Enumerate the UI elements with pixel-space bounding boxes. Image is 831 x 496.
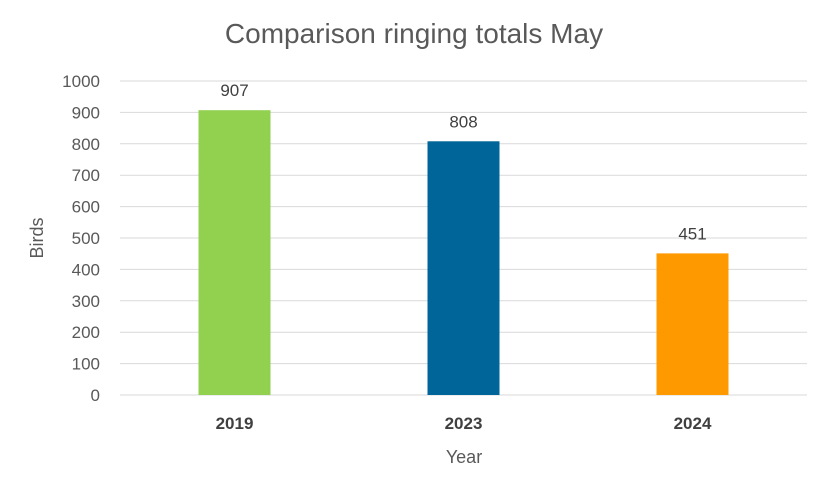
x-category-label: 2024 bbox=[674, 414, 712, 433]
data-labels: 907 808 451 bbox=[220, 81, 706, 243]
y-axis-title: Birds bbox=[27, 217, 47, 258]
y-tick-label: 0 bbox=[91, 386, 100, 405]
y-tick-label: 300 bbox=[72, 292, 100, 311]
bar-2023 bbox=[427, 141, 500, 395]
y-tick-label: 900 bbox=[72, 103, 100, 122]
bar-2024 bbox=[656, 253, 729, 395]
y-tick-label: 1000 bbox=[62, 72, 100, 91]
chart-title: Comparison ringing totals May bbox=[225, 18, 603, 49]
y-tick-label: 200 bbox=[72, 323, 100, 342]
y-tick-label: 800 bbox=[72, 135, 100, 154]
data-label: 907 bbox=[220, 81, 248, 100]
y-tick-label: 100 bbox=[72, 355, 100, 374]
x-category-label: 2019 bbox=[216, 414, 254, 433]
bar-2019 bbox=[198, 110, 271, 396]
y-tick-label: 400 bbox=[72, 260, 100, 279]
x-axis-categories: 2019 2023 2024 bbox=[216, 414, 712, 433]
data-label: 808 bbox=[449, 112, 477, 131]
y-axis-ticks: 0 100 200 300 400 500 600 700 800 900 1000 bbox=[62, 72, 100, 405]
y-tick-label: 500 bbox=[72, 229, 100, 248]
y-tick-label: 600 bbox=[72, 198, 100, 217]
bars bbox=[198, 110, 729, 396]
x-category-label: 2023 bbox=[445, 414, 483, 433]
x-axis-title: Year bbox=[446, 447, 482, 467]
data-label: 451 bbox=[678, 224, 706, 243]
y-tick-label: 700 bbox=[72, 166, 100, 185]
